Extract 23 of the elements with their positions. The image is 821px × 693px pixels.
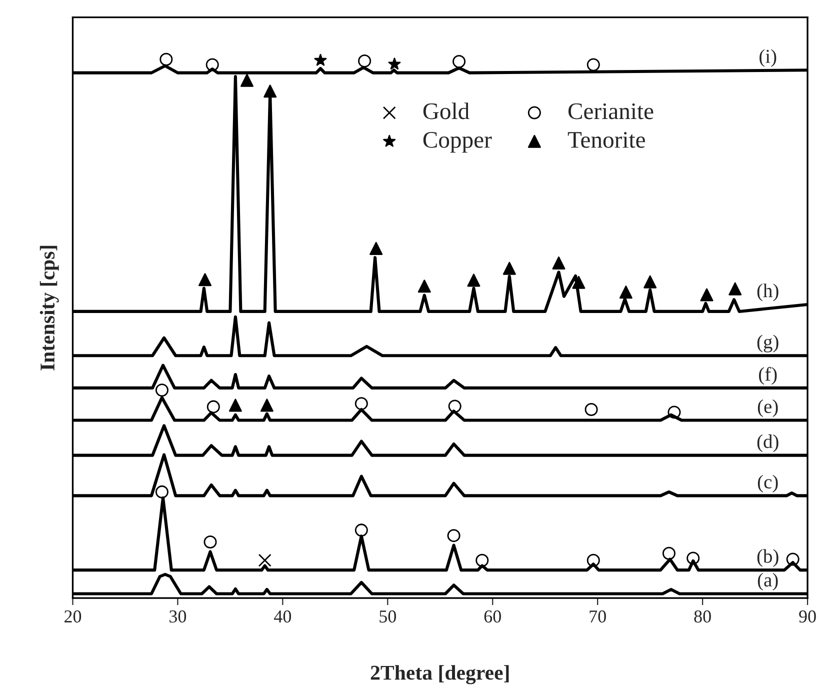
legend-label: Tenorite: [568, 132, 645, 148]
x-tick-label: 80: [694, 610, 711, 623]
legend-label: Copper: [423, 132, 492, 153]
x-axis-title: 2Theta [degree]: [370, 665, 509, 684]
x-tick-label: 40: [274, 610, 292, 623]
series-label: (d): [757, 434, 778, 452]
x-tick-label: 90: [799, 610, 816, 623]
series-label: (e): [758, 399, 778, 418]
series-label: (b): [757, 549, 778, 567]
legend-label: Cerianite: [568, 103, 654, 120]
series-label: (f): [759, 366, 777, 385]
x-tick-label: 30: [170, 610, 186, 623]
y-axis-title: Intensity [cps]: [40, 246, 59, 370]
series-label: (i): [760, 49, 776, 67]
series-label: (g): [757, 334, 778, 352]
legend-label: Gold: [423, 102, 470, 120]
series-label: (h): [757, 284, 778, 302]
series-label: (a): [758, 572, 778, 591]
x-tick-label: 60: [484, 610, 501, 623]
x-tick-label: 50: [380, 610, 396, 623]
x-tick-label: 70: [590, 610, 606, 623]
x-tick-label: 20: [64, 610, 82, 623]
series-label: (c): [758, 474, 778, 492]
